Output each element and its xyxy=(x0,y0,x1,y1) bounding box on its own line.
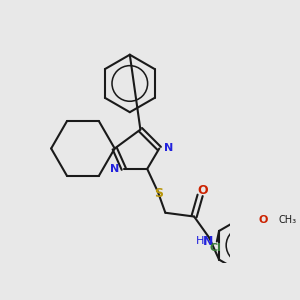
Text: CH₃: CH₃ xyxy=(279,215,297,225)
Text: Cl: Cl xyxy=(209,242,221,253)
Text: O: O xyxy=(198,184,208,197)
Text: S: S xyxy=(154,187,163,200)
Text: N: N xyxy=(110,164,119,174)
Text: O: O xyxy=(259,215,268,225)
Text: N: N xyxy=(202,235,213,248)
Text: N: N xyxy=(164,143,173,154)
Text: H: H xyxy=(196,236,204,247)
